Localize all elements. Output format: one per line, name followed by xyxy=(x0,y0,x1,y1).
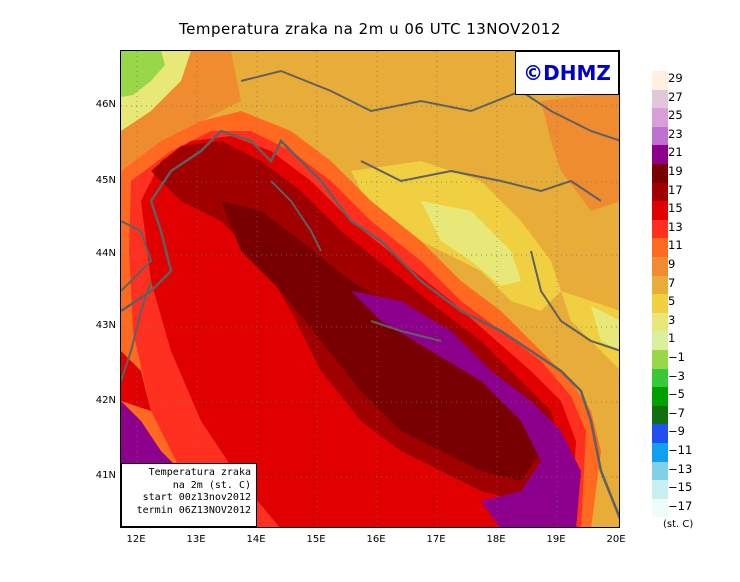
island-chain-south xyxy=(370,320,442,342)
legend-label: 15 xyxy=(668,201,683,216)
legend-swatch xyxy=(652,387,668,406)
legend-swatch xyxy=(652,219,668,239)
eastern-border xyxy=(530,250,619,352)
legend-swatch xyxy=(652,108,668,127)
grid xyxy=(121,51,619,527)
dhmz-logo: ©DHMZ xyxy=(515,51,619,95)
lon-tick-14e: 14E xyxy=(246,534,266,545)
temperature-map: ©DHMZ Temperatura zraka na 2m (st. C) st… xyxy=(120,50,620,528)
legend-label: −17 xyxy=(668,498,693,513)
map-title: Temperatura zraka na 2m u 06 UTC 13NOV20… xyxy=(178,20,561,38)
legend-swatch xyxy=(652,238,668,257)
legend-swatch xyxy=(652,480,668,499)
legend-swatch xyxy=(652,294,668,313)
legend-swatch xyxy=(652,461,668,481)
legend-label: 9 xyxy=(668,257,676,271)
lon-tick-19e: 19E xyxy=(546,534,566,545)
lon-tick-20e: 20E xyxy=(606,534,626,545)
mild-region-west xyxy=(121,51,241,171)
info-box: Temperatura zraka na 2m (st. C) start 00… xyxy=(121,463,257,527)
lat-tick-45n: 45N xyxy=(95,175,116,186)
info-line-1: Temperatura zraka xyxy=(148,467,251,478)
sw-red-patch xyxy=(121,351,151,411)
legend-swatch xyxy=(652,257,668,276)
legend-swatch xyxy=(652,331,668,350)
lon-tick-15e: 15E xyxy=(306,534,326,545)
legend-label: 25 xyxy=(668,108,683,123)
legend-label: 17 xyxy=(668,182,683,197)
legend-label: −13 xyxy=(668,461,693,476)
legend-label: −3 xyxy=(668,368,685,383)
legend-swatch xyxy=(652,350,668,369)
legend-label: 13 xyxy=(668,219,683,234)
legend-swatch xyxy=(652,368,668,388)
lon-tick-18e: 18E xyxy=(486,534,506,545)
lat-tick-42n: 42N xyxy=(95,395,116,406)
lon-tick-16e: 16E xyxy=(366,534,386,545)
cool-region-nw xyxy=(121,51,191,131)
legend-label: −15 xyxy=(668,480,693,495)
legend-label: 27 xyxy=(668,89,683,104)
inland-border xyxy=(360,160,602,202)
info-line-4: termin 06Z13NOV2012 xyxy=(136,504,251,516)
info-line-2: na 2m (st. C) xyxy=(172,479,251,491)
italy-coast xyxy=(121,220,153,292)
legend-swatch xyxy=(652,164,668,183)
lon-tick-12e: 12E xyxy=(126,534,146,545)
legend-swatch xyxy=(652,182,668,202)
eastern-warm-patch xyxy=(561,291,619,369)
legend-label: 1 xyxy=(668,331,676,346)
lon-tick-17e: 17E xyxy=(426,534,446,545)
map-canvas xyxy=(121,51,619,527)
legend-label: 19 xyxy=(668,164,683,178)
legend-swatch xyxy=(652,424,668,443)
sea-region-core xyxy=(221,201,541,481)
legend-label: −11 xyxy=(668,443,693,457)
inland-cool-patch xyxy=(421,201,521,286)
legend-label: −7 xyxy=(668,405,685,420)
sea-region-warmest-east xyxy=(351,291,581,527)
lon-tick-13e: 13E xyxy=(186,534,206,545)
legend-swatch xyxy=(652,275,668,295)
warm-region-ne xyxy=(541,91,619,211)
legend-label: 3 xyxy=(668,312,676,327)
legend-label: 11 xyxy=(668,238,683,253)
italy-coast-south xyxy=(121,280,152,382)
legend-swatch xyxy=(652,145,668,164)
legend-label: 23 xyxy=(668,126,683,141)
legend-label: 7 xyxy=(668,275,676,290)
legend-swatch xyxy=(652,126,668,146)
eastern-cool-patch xyxy=(591,306,619,350)
legend-swatch xyxy=(652,89,668,109)
legend-label: 29 xyxy=(668,71,683,85)
lat-tick-44n: 44N xyxy=(95,248,116,259)
legend-swatch xyxy=(652,71,668,90)
lat-tick-46n: 46N xyxy=(95,99,116,110)
legend-label: −1 xyxy=(668,350,685,364)
cold-region-nw xyxy=(121,51,165,97)
legend-label: −9 xyxy=(668,424,685,439)
lat-tick-43n: 43N xyxy=(95,320,116,331)
legend-swatch xyxy=(652,498,668,518)
lat-tick-41n: 41N xyxy=(95,470,116,481)
island-chain-north xyxy=(270,180,322,252)
legend-unit: (st. C) xyxy=(663,519,694,530)
legend-swatch xyxy=(652,405,668,425)
legend-label: 21 xyxy=(668,145,683,160)
legend-swatch xyxy=(652,312,668,332)
legend-swatch xyxy=(652,201,668,220)
legend-swatch xyxy=(652,443,668,462)
legend-label: 5 xyxy=(668,294,676,309)
coastline xyxy=(121,129,619,520)
info-line-3: start 00z13nov2012 xyxy=(142,492,251,503)
color-legend xyxy=(652,71,668,518)
legend-label: −5 xyxy=(668,387,685,402)
